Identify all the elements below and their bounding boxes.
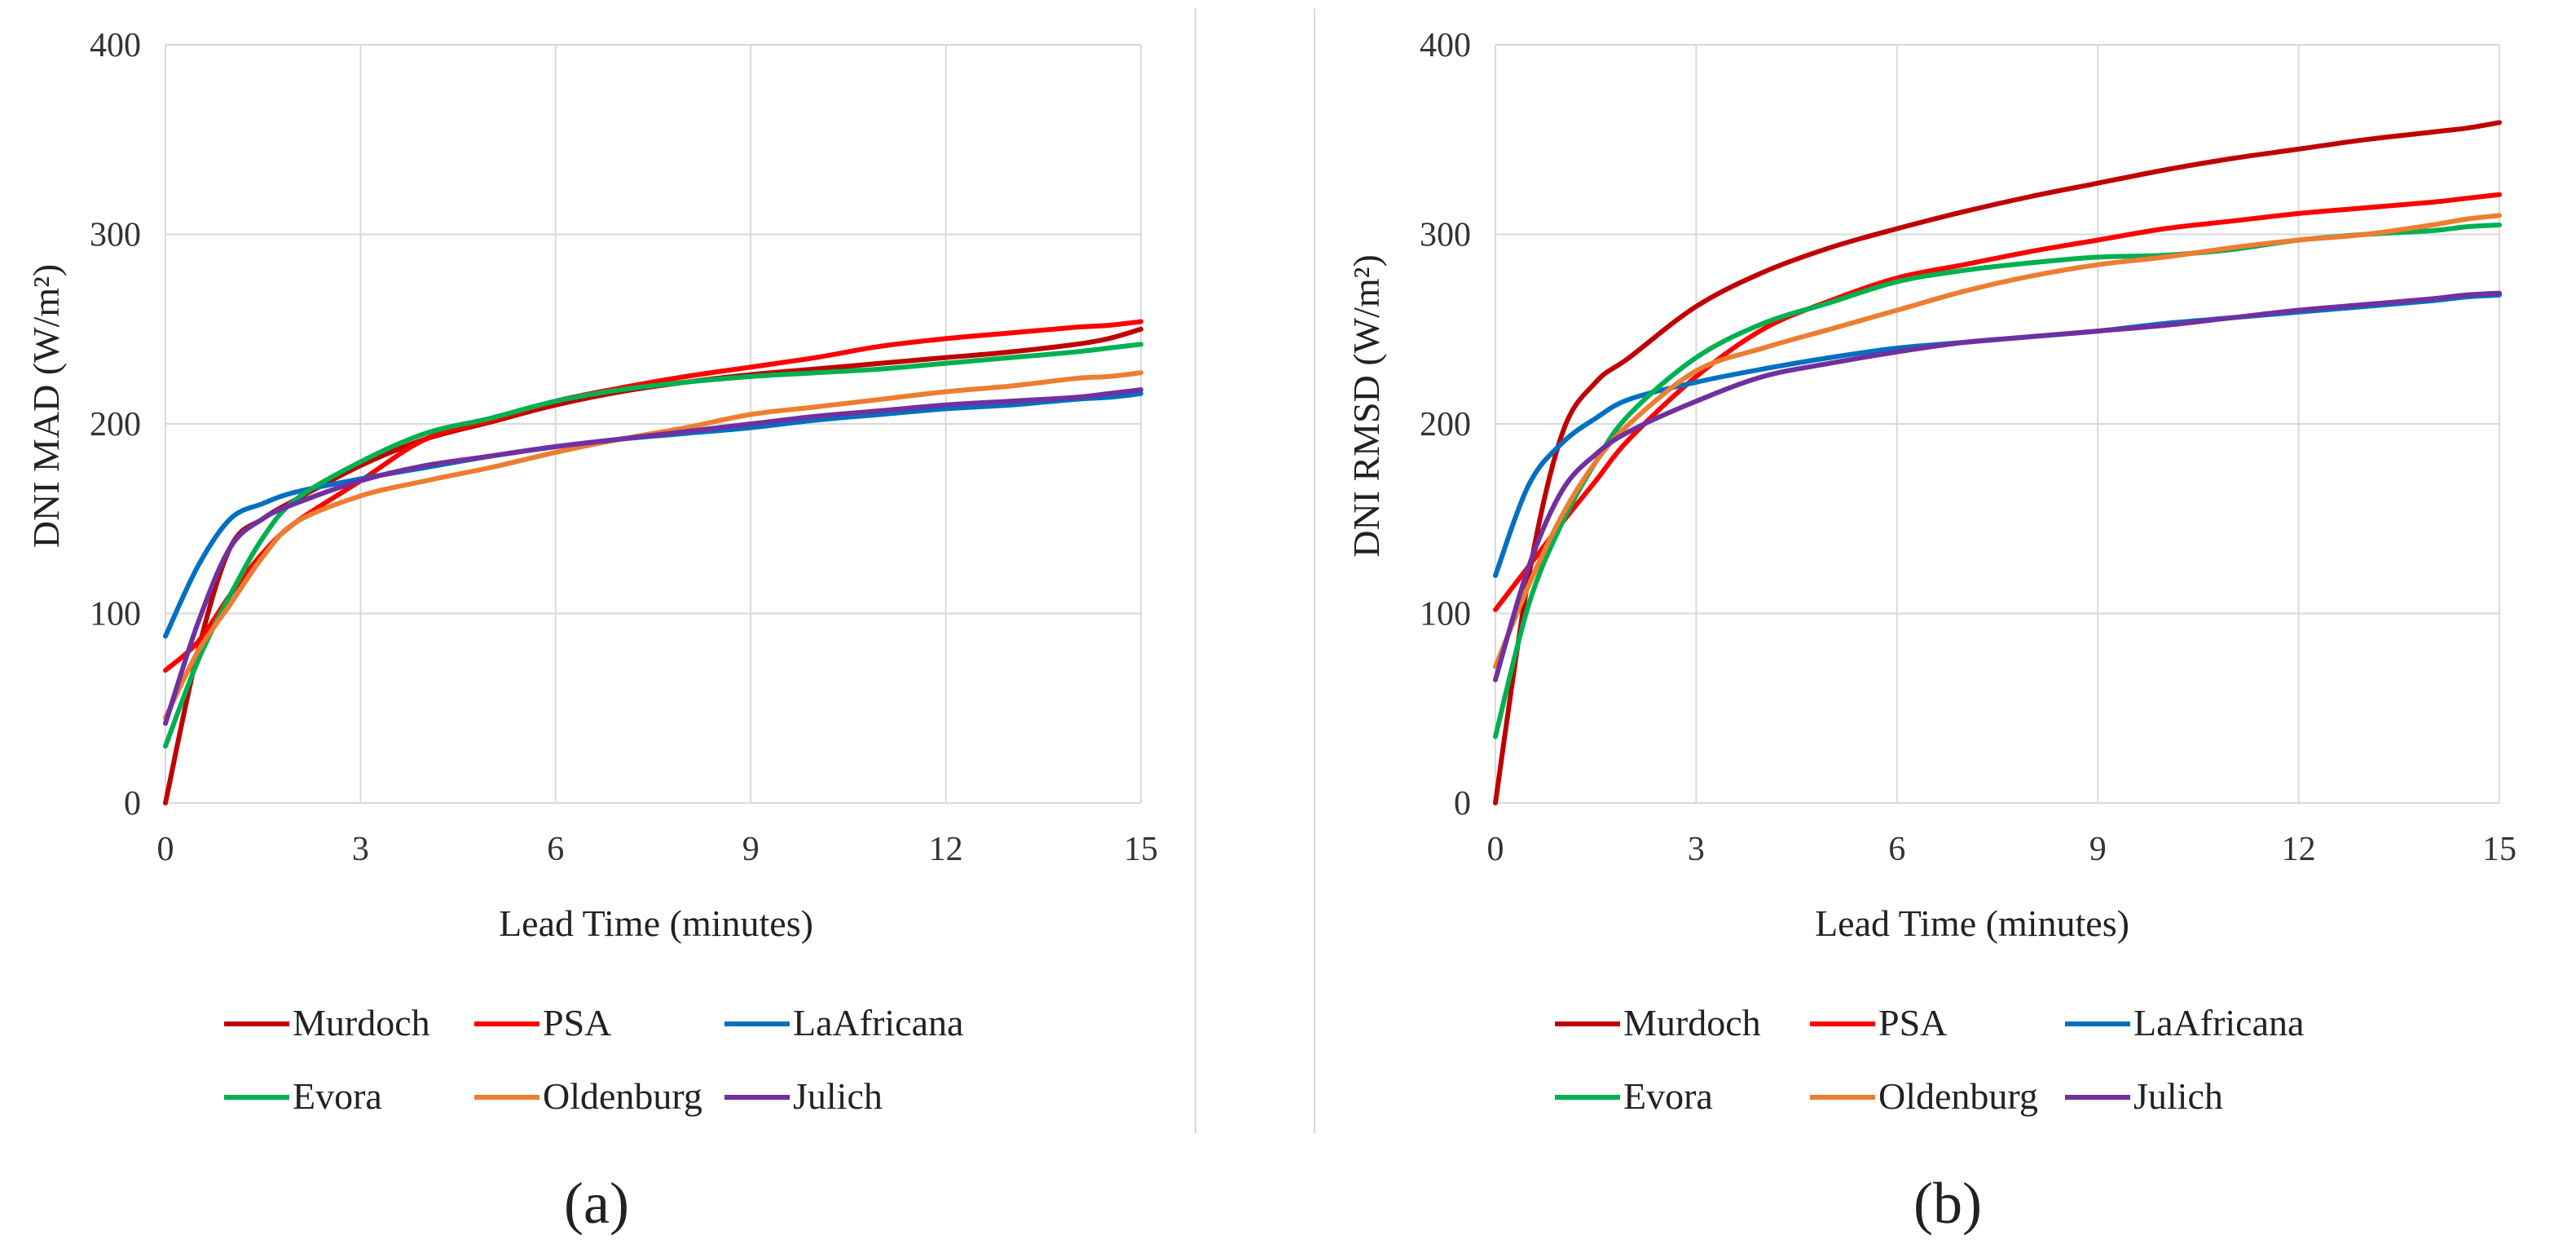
legend-label-laafricana-b: LaAfricana bbox=[2133, 1002, 2304, 1043]
x-tick-label-a: 0 bbox=[157, 831, 174, 868]
grid-a bbox=[165, 44, 1142, 804]
x-axis-title-b: Lead Time (minutes) bbox=[1815, 902, 2129, 944]
series-line-evora-b bbox=[1493, 222, 2502, 739]
legend-label-psa-b: PSA bbox=[1878, 1002, 1947, 1043]
caption-b: (b) bbox=[1913, 1171, 1982, 1236]
ticks-a: 0 3 6 9 12 15 0 100 200 300 400 bbox=[90, 27, 1158, 868]
legend-label-evora-a: Evora bbox=[293, 1075, 382, 1117]
x-tick-label-a: 3 bbox=[352, 831, 369, 868]
series-line-oldenburg-b bbox=[1493, 213, 2502, 669]
series-line-julich-a bbox=[163, 387, 1143, 726]
legend-a: Murdoch PSA LaAfricana Evora Oldenburg Julich bbox=[224, 1002, 963, 1117]
chart-panel-b: 0 3 6 9 12 15 0 100 200 300 400 Lead Time (minutes… bbox=[1288, 0, 2576, 1253]
x-tick-label-a: 15 bbox=[1124, 831, 1158, 868]
panel-divider bbox=[1195, 8, 1196, 1133]
x-tick-label-b: 3 bbox=[1688, 831, 1705, 868]
y-tick-label-a: 200 bbox=[90, 406, 141, 443]
series-group-a bbox=[163, 319, 1143, 805]
x-tick-label-b: 12 bbox=[2282, 831, 2316, 868]
x-tick-label-b: 9 bbox=[2089, 831, 2107, 868]
y-tick-label-b: 200 bbox=[1420, 406, 1471, 443]
series-line-psa-b bbox=[1493, 192, 2502, 612]
y-tick-label-b: 100 bbox=[1420, 596, 1471, 633]
y-axis-title-b: DNI RMSD (W/m²) bbox=[1345, 254, 1387, 558]
y-tick-label-b: 400 bbox=[1420, 27, 1471, 64]
legend-label-oldenburg-b: Oldenburg bbox=[1878, 1075, 2038, 1117]
chart-svg-a: 0 3 6 9 12 15 0 100 200 300 400 Lead Time (minutes… bbox=[25, 27, 1158, 1117]
legend-label-murdoch-b: Murdoch bbox=[1623, 1002, 1761, 1043]
x-axis-title-a: Lead Time (minutes) bbox=[499, 902, 813, 944]
y-tick-label-a: 100 bbox=[90, 596, 141, 633]
y-tick-label-b: 300 bbox=[1420, 217, 1471, 254]
x-tick-label-b: 0 bbox=[1487, 831, 1504, 868]
legend-label-laafricana-a: LaAfricana bbox=[793, 1002, 963, 1043]
legend-label-psa-a: PSA bbox=[543, 1002, 611, 1043]
series-group-b bbox=[1493, 120, 2502, 805]
y-axis-title-a: DNI MAD (W/m²) bbox=[25, 264, 67, 549]
legend-label-evora-b: Evora bbox=[1623, 1075, 1713, 1117]
legend-label-julich-a: Julich bbox=[793, 1075, 883, 1117]
y-tick-label-a: 300 bbox=[90, 217, 141, 254]
chart-svg-b: 0 3 6 9 12 15 0 100 200 300 400 Lead Time (minutes… bbox=[1345, 27, 2517, 1117]
legend-label-julich-b: Julich bbox=[2133, 1075, 2223, 1117]
series-line-murdoch-b bbox=[1493, 120, 2502, 805]
legend-b: Murdoch PSA LaAfricana Evora Oldenburg Julich bbox=[1555, 1002, 2304, 1117]
series-line-julich-b bbox=[1493, 290, 2502, 682]
y-tick-label-a: 400 bbox=[90, 27, 141, 64]
x-tick-label-b: 6 bbox=[1888, 831, 1905, 868]
caption-a: (a) bbox=[564, 1171, 629, 1236]
x-tick-label-a: 9 bbox=[742, 831, 760, 868]
x-tick-label-a: 12 bbox=[929, 831, 963, 868]
legend-label-murdoch-a: Murdoch bbox=[293, 1002, 430, 1043]
y-tick-label-a: 0 bbox=[124, 785, 141, 823]
chart-panel-a: 0 3 6 9 12 15 0 100 200 300 400 Lead Time (minutes… bbox=[25, 27, 1158, 1236]
y-tick-label-b: 0 bbox=[1454, 785, 1471, 823]
x-tick-label-a: 6 bbox=[547, 831, 564, 868]
panel-divider-2 bbox=[1314, 8, 1315, 1133]
x-tick-label-b: 15 bbox=[2482, 831, 2517, 868]
series-line-evora-a bbox=[163, 342, 1143, 749]
ticks-b: 0 3 6 9 12 15 0 100 200 300 400 bbox=[1420, 27, 2517, 868]
legend-label-oldenburg-a: Oldenburg bbox=[543, 1075, 702, 1117]
